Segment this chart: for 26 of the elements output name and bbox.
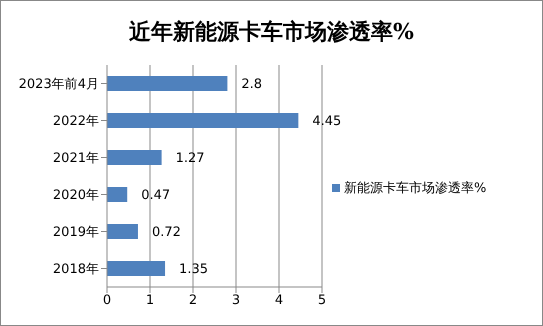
chart-title: 近年新能源卡车市场渗透率% <box>128 18 415 47</box>
bar <box>107 261 166 276</box>
bar <box>107 76 228 91</box>
bar <box>107 224 138 239</box>
x-tick-label: 3 <box>232 293 240 308</box>
data-label: 2.8 <box>241 77 262 92</box>
x-tick-label: 4 <box>274 293 284 308</box>
y-tick-label: 2022年 <box>52 114 99 130</box>
x-tick-label: 5 <box>318 293 326 308</box>
bar <box>107 187 128 202</box>
x-tick-label: 0 <box>102 293 112 308</box>
y-tick-label: 2019年 <box>52 225 99 240</box>
data-label: 0.72 <box>152 225 181 240</box>
y-tick-label: 2021年 <box>52 151 99 166</box>
data-label: 4.45 <box>312 114 342 130</box>
legend-label: 新能源卡车市场渗透率% <box>344 181 486 196</box>
data-label: 1.35 <box>179 262 208 278</box>
x-tick-label: 1 <box>146 293 154 308</box>
y-tick-label: 2018年 <box>52 262 99 278</box>
bar <box>107 113 298 128</box>
bar <box>107 150 162 165</box>
data-label: 0.47 <box>141 188 170 204</box>
data-label: 1.27 <box>176 151 205 166</box>
y-tick-label: 2020年 <box>52 188 99 204</box>
y-tick-label: 2023年前4月 <box>18 77 99 92</box>
x-tick-label: 2 <box>188 293 198 308</box>
